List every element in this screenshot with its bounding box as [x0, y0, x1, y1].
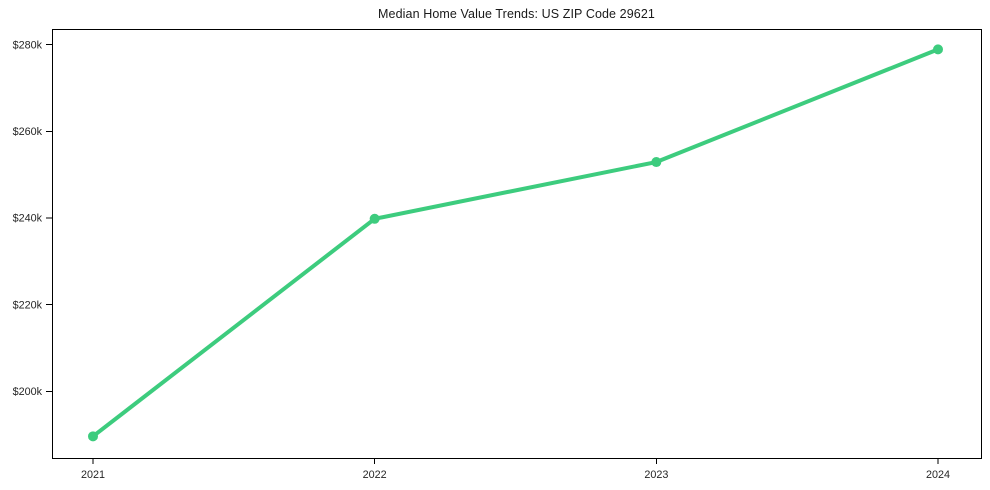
- chart-title: Median Home Value Trends: US ZIP Code 29…: [378, 7, 655, 21]
- data-point-2024: [933, 44, 943, 55]
- x-axis-tick-label: 2024: [926, 469, 950, 481]
- y-axis-tick-label: $200k: [13, 386, 43, 398]
- data-point-2023: [651, 157, 662, 168]
- y-axis-tick-label: $240k: [13, 213, 43, 225]
- y-axis-tick-label: $280k: [13, 39, 43, 51]
- x-axis-tick-label: 2021: [81, 469, 105, 481]
- data-point-2021: [88, 431, 98, 442]
- x-axis-tick-label: 2023: [644, 469, 668, 481]
- data-point-2022: [369, 213, 380, 224]
- trend-line: [91, 47, 940, 439]
- plot-border: [52, 29, 982, 459]
- y-axis-tick-label: $220k: [13, 299, 43, 311]
- x-axis-tick-label: 2022: [363, 469, 387, 481]
- y-axis-tick-label: $260k: [13, 126, 43, 138]
